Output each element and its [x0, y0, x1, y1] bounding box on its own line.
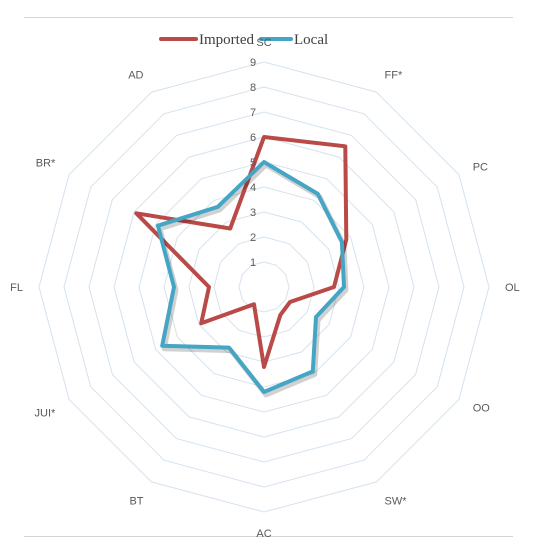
data-point-imported-ol [333, 286, 335, 288]
radar-series [134, 135, 349, 398]
grid-ring-2 [213, 236, 315, 338]
data-point-imported-pc [345, 238, 348, 241]
axis-label-ff: FF* [385, 69, 403, 81]
radial-tick-labels: 1 2 3 4 5 6 7 8 9 [250, 57, 256, 269]
series-shadow-local [157, 162, 349, 398]
axis-label-sc: SC [256, 37, 271, 49]
radar-grid [38, 61, 490, 513]
axis-label-fl: FL [10, 282, 23, 294]
data-point-imported-fl [208, 286, 210, 288]
axis-label-ol: OL [505, 282, 520, 294]
tick-label-1: 1 [250, 257, 256, 269]
axis-label-sw: SW* [385, 496, 408, 508]
data-point-imported-sc [263, 136, 265, 138]
axis-label-ac: AC [256, 528, 271, 540]
grid-ring-7 [88, 111, 440, 463]
grid-ring-9 [38, 61, 490, 513]
data-point-local-ff [317, 193, 319, 195]
grid-ring-6 [113, 136, 415, 438]
data-point-local-sw [312, 370, 314, 373]
top-rule [24, 17, 513, 18]
data-point-imported-jui [200, 322, 202, 325]
data-point-imported-ff [344, 145, 347, 148]
data-point-imported-br [135, 212, 138, 215]
grid-ring-5 [138, 161, 390, 413]
data-point-local-br [157, 224, 159, 227]
tick-label-5: 5 [250, 157, 256, 169]
tick-label-2: 2 [250, 232, 256, 244]
axis-label-pc: PC [473, 162, 488, 174]
series-local [155, 160, 349, 398]
data-point-local-bt [228, 346, 230, 349]
axis-label-br: BR* [36, 158, 56, 170]
data-point-imported-sw [279, 314, 282, 316]
data-point-local-ac [263, 391, 265, 393]
tick-label-4: 4 [250, 182, 256, 194]
legend: Imported Local [159, 32, 328, 48]
data-point-local-ol [343, 286, 345, 288]
tick-label-8: 8 [250, 82, 256, 94]
data-point-local-ad [216, 206, 219, 208]
data-point-imported-ad [229, 227, 231, 230]
legend-item-local: Local [259, 32, 328, 48]
data-point-imported-bt [253, 303, 255, 306]
data-point-local-fl [173, 286, 175, 288]
data-point-local-sc [263, 161, 265, 163]
axis-label-bt: BT [129, 496, 143, 508]
tick-label-9: 9 [250, 57, 256, 69]
grid-ring-4 [163, 186, 365, 388]
axis-label-ad: AD [128, 69, 143, 81]
data-point-local-pc [341, 241, 343, 243]
axis-label-oo: OO [473, 403, 491, 415]
legend-item-imported: Imported [159, 32, 254, 48]
grid-ring-1 [238, 261, 290, 313]
data-point-imported-oo [289, 301, 291, 303]
legend-label-local: Local [294, 32, 328, 48]
tick-label-6: 6 [250, 132, 256, 144]
tick-label-3: 3 [250, 207, 256, 219]
data-point-local-jui [161, 345, 163, 347]
grid-ring-8 [63, 86, 465, 488]
legend-label-imported: Imported [199, 32, 254, 48]
bottom-rule [24, 536, 513, 537]
series-imported [134, 135, 349, 369]
data-point-local-oo [315, 316, 317, 318]
axis-label-jui: JUI* [35, 408, 57, 420]
tick-label-7: 7 [250, 107, 256, 119]
data-point-imported-ac [263, 366, 265, 368]
axis-labels: SC FF* PC OL OO SW* AC BT JUI* FL BR* AD [10, 37, 520, 540]
